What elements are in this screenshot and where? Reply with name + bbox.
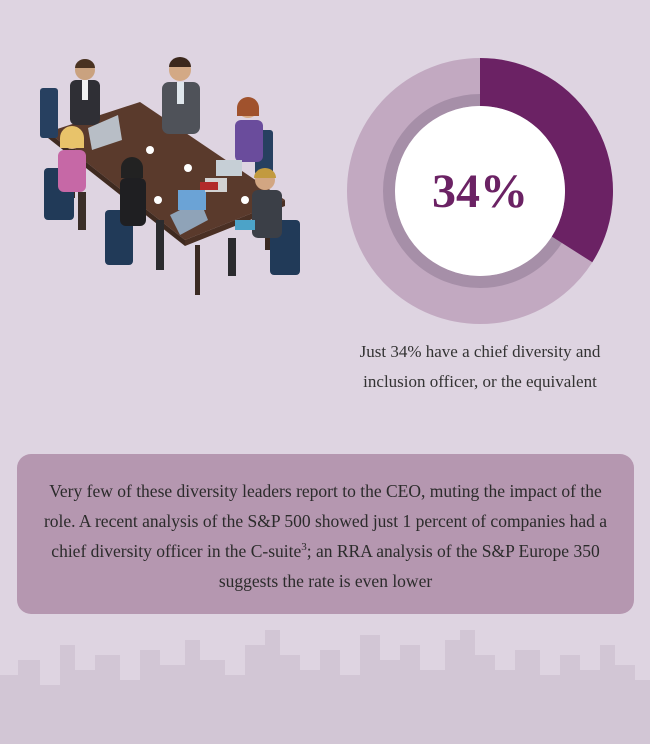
stat-caption-line2: inclusion officer, or the equivalent	[363, 372, 597, 391]
info-text-part1: Very few of these diversity leaders repo…	[43, 481, 608, 561]
city-skyline	[0, 630, 650, 744]
footnote-marker: 3	[301, 541, 307, 554]
meeting-illustration	[40, 57, 300, 295]
donut-chart: 34%	[346, 57, 614, 325]
donut-svg	[347, 58, 613, 324]
info-box: Very few of these diversity leaders repo…	[17, 454, 634, 614]
stat-caption-line1: Just 34% have a chief diversity and	[359, 342, 601, 361]
info-text-part2: ; an RRA analysis of the S&P Europe 350 …	[218, 541, 600, 591]
stat-caption: Just 34% have a chief diversity and incl…	[330, 337, 630, 397]
donut-center	[395, 106, 565, 276]
donut-fill-arc	[480, 58, 613, 263]
stat-value: 34%	[432, 164, 528, 218]
